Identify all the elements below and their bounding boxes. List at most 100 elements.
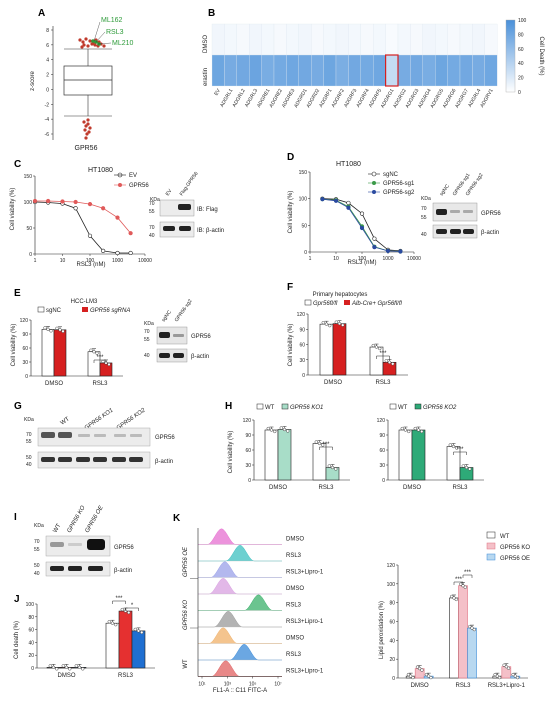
replicate-dot xyxy=(273,429,277,434)
data-point xyxy=(101,206,106,211)
panel-c-label: C xyxy=(14,159,21,170)
panel-k-legend-oe: GPR56 OE xyxy=(500,556,530,562)
panel-k-xlabel: FL1-A :: C11 FITC-A xyxy=(213,688,267,694)
replicate-dot xyxy=(92,350,96,354)
panel-d-blot-kda-label: KDa xyxy=(421,196,431,202)
replicate-dot xyxy=(279,426,283,430)
replicate-dot xyxy=(468,624,472,629)
panel-b-cell xyxy=(335,23,349,56)
y-tick-label: 0 xyxy=(25,374,28,380)
replicate-dot xyxy=(46,327,50,331)
significance-mark: *** xyxy=(455,577,463,583)
panel-b-cell xyxy=(335,54,349,87)
histogram-row-label: DMSO xyxy=(286,537,304,543)
panel-a-dot xyxy=(86,44,90,48)
y-tick-label: 0 xyxy=(392,676,395,682)
panel-k-histograms: DMSO RSL3 RSL3+Lipro-1 DMSO RSL3 RSL3+Lipro-1… xyxy=(190,528,324,688)
panel-i-lane-oe: GPR56 OE xyxy=(85,504,106,534)
panel-g-label-actin: β-actin xyxy=(155,459,173,465)
panel-i: I KDa 70 55 50 40 WT GPR56 KO GPR56 OE G… xyxy=(14,504,134,577)
x-tick-label: 10000 xyxy=(138,258,152,264)
panel-b-cell xyxy=(459,54,473,87)
panel-a-dot xyxy=(86,118,90,122)
panel-d-legend-sgnc-marker xyxy=(371,171,377,177)
y-tick-label: 90 xyxy=(299,327,305,333)
y-tick-label: 30 xyxy=(379,463,385,469)
panel-c: C HT1080 Cell viability (%) 0 50 100 150 1 10… xyxy=(10,159,224,268)
y-tick-label: 50 xyxy=(26,226,32,232)
flow-histogram xyxy=(198,611,282,628)
bar xyxy=(131,630,146,669)
panel-b-cell xyxy=(447,23,461,56)
data-point xyxy=(398,249,403,254)
panel-b-cell xyxy=(435,54,448,87)
panel-b-colorbar-tick: 100 xyxy=(518,18,527,24)
replicate-dot xyxy=(493,672,497,677)
y-tick-label: 120 xyxy=(243,418,252,424)
panel-k-group-ko: GPR56 KO xyxy=(183,600,189,630)
panel-b: B DMSO erastin EVADGRL1ADGRL2ADGRL3ADGRE… xyxy=(203,8,544,109)
panel-a-hit-dot xyxy=(91,39,95,43)
panel-f-ylabel: Cell viability (%) xyxy=(288,324,294,367)
panel-b-cell xyxy=(348,54,361,87)
bar xyxy=(105,622,120,669)
panel-b-cell xyxy=(348,23,361,56)
panel-b-col-label: EV xyxy=(213,87,222,96)
bar xyxy=(41,329,55,377)
panel-h-legend-right-1: WT xyxy=(398,405,408,411)
replicate-dot xyxy=(513,674,517,678)
panel-a-hit-3: ML210 xyxy=(112,40,134,47)
panel-a-outlier-dots xyxy=(78,37,106,140)
panel-a-ytick: 4 xyxy=(46,58,49,64)
panel-d-blot-kda-55: 55 xyxy=(421,215,427,221)
x-tick-label: 1000 xyxy=(382,256,393,262)
panel-k-group-oe: GPR56 OE xyxy=(183,546,189,577)
panel-i-kda-40: 40 xyxy=(34,571,40,577)
significance-mark: *** xyxy=(96,355,104,361)
bar xyxy=(411,429,426,481)
replicate-dot xyxy=(48,664,52,668)
panel-b-cell xyxy=(211,23,225,56)
x-tick-label: 10000 xyxy=(407,256,421,262)
panel-b-cell xyxy=(422,54,436,87)
replicate-dot xyxy=(455,446,459,450)
panel-c-blot-kda-label: KDa xyxy=(150,197,160,203)
y-tick-label: 150 xyxy=(24,174,33,180)
panel-i-kda-label: KDa xyxy=(34,523,44,529)
panel-b-cell xyxy=(273,23,287,56)
flow-histogram xyxy=(198,594,282,611)
replicate-dot xyxy=(495,674,499,678)
panel-b-row-dmso: DMSO xyxy=(203,35,209,53)
data-point xyxy=(320,197,325,202)
panel-c-blot-lane-ev: EV xyxy=(165,188,174,197)
replicate-dot xyxy=(321,321,325,325)
panel-b-cell xyxy=(385,54,399,87)
panel-a-dot xyxy=(83,128,87,132)
panel-h-label: H xyxy=(225,401,232,412)
replicate-dot xyxy=(502,663,506,667)
bar xyxy=(264,429,279,481)
panel-e-blot-kda-label: KDa xyxy=(144,321,154,327)
replicate-dot xyxy=(120,607,124,612)
panel-d-label: D xyxy=(287,152,294,163)
y-tick-label: 40 xyxy=(389,638,395,644)
panel-k: K DMSO RSL3 RSL3+Lipro-1 DMSO RSL3 RSL3+Lipro… xyxy=(173,513,530,694)
replicate-dot xyxy=(384,359,388,363)
panel-c-blot-kda-70b: 70 xyxy=(149,225,155,231)
bar xyxy=(118,610,133,669)
x-category-label: DMSO xyxy=(403,485,421,491)
panel-i-lane-wt: WT xyxy=(53,523,63,534)
panel-k-legend-ko: GPR56 KO xyxy=(500,545,530,551)
data-point xyxy=(115,250,120,256)
panel-a-ytick: -4 xyxy=(45,117,50,123)
significance-mark: *** xyxy=(464,570,472,576)
panel-e-title: HCC-LM3 xyxy=(71,299,98,305)
panel-b-cell xyxy=(447,54,461,87)
flow-histogram xyxy=(198,561,282,578)
flow-histogram xyxy=(198,660,282,677)
panel-a-dot xyxy=(84,37,88,41)
replicate-dot xyxy=(407,429,411,434)
panel-b-cell xyxy=(224,54,237,87)
panel-f-plot: 0 30 60 90 120 DMSO RSL3 *** xyxy=(297,312,408,386)
